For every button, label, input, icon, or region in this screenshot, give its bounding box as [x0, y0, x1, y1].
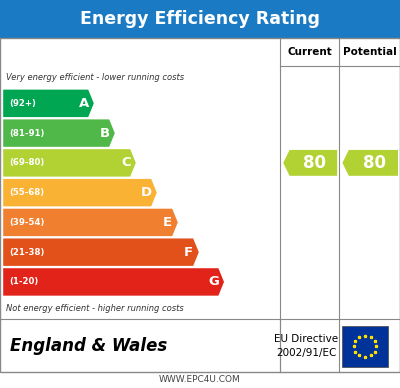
- Text: D: D: [141, 186, 152, 199]
- Text: Potential: Potential: [343, 47, 396, 57]
- Bar: [0, 0, 400, 38]
- Text: (92+): (92+): [9, 99, 36, 108]
- Text: WWW.EPC4U.COM: WWW.EPC4U.COM: [159, 375, 241, 385]
- Text: (81-91): (81-91): [9, 128, 44, 138]
- Polygon shape: [3, 239, 199, 266]
- Polygon shape: [3, 209, 178, 236]
- Text: Energy Efficiency Rating: Energy Efficiency Rating: [80, 10, 320, 28]
- Text: England & Wales: England & Wales: [10, 336, 167, 355]
- Text: A: A: [79, 97, 89, 110]
- Text: Not energy efficient - higher running costs: Not energy efficient - higher running co…: [6, 303, 184, 313]
- Text: (55-68): (55-68): [9, 188, 44, 197]
- Polygon shape: [3, 90, 94, 117]
- Text: G: G: [208, 275, 220, 288]
- Text: EU Directive
2002/91/EC: EU Directive 2002/91/EC: [274, 334, 338, 357]
- Polygon shape: [3, 268, 224, 296]
- Polygon shape: [3, 179, 157, 206]
- Text: (21-38): (21-38): [9, 248, 44, 257]
- Text: 80: 80: [303, 154, 326, 172]
- Bar: [342, 326, 388, 367]
- Text: B: B: [100, 126, 110, 140]
- Polygon shape: [3, 120, 115, 147]
- Polygon shape: [283, 150, 337, 176]
- Text: 80: 80: [363, 154, 386, 172]
- Text: F: F: [184, 246, 193, 259]
- Text: Current: Current: [287, 47, 332, 57]
- Text: (69-80): (69-80): [9, 158, 44, 167]
- Text: C: C: [121, 156, 131, 170]
- Text: (1-20): (1-20): [9, 277, 38, 286]
- Text: E: E: [163, 216, 172, 229]
- Text: (39-54): (39-54): [9, 218, 44, 227]
- Bar: [0, 38, 400, 372]
- Polygon shape: [3, 149, 136, 177]
- Text: Very energy efficient - lower running costs: Very energy efficient - lower running co…: [6, 73, 184, 82]
- Polygon shape: [342, 150, 398, 176]
